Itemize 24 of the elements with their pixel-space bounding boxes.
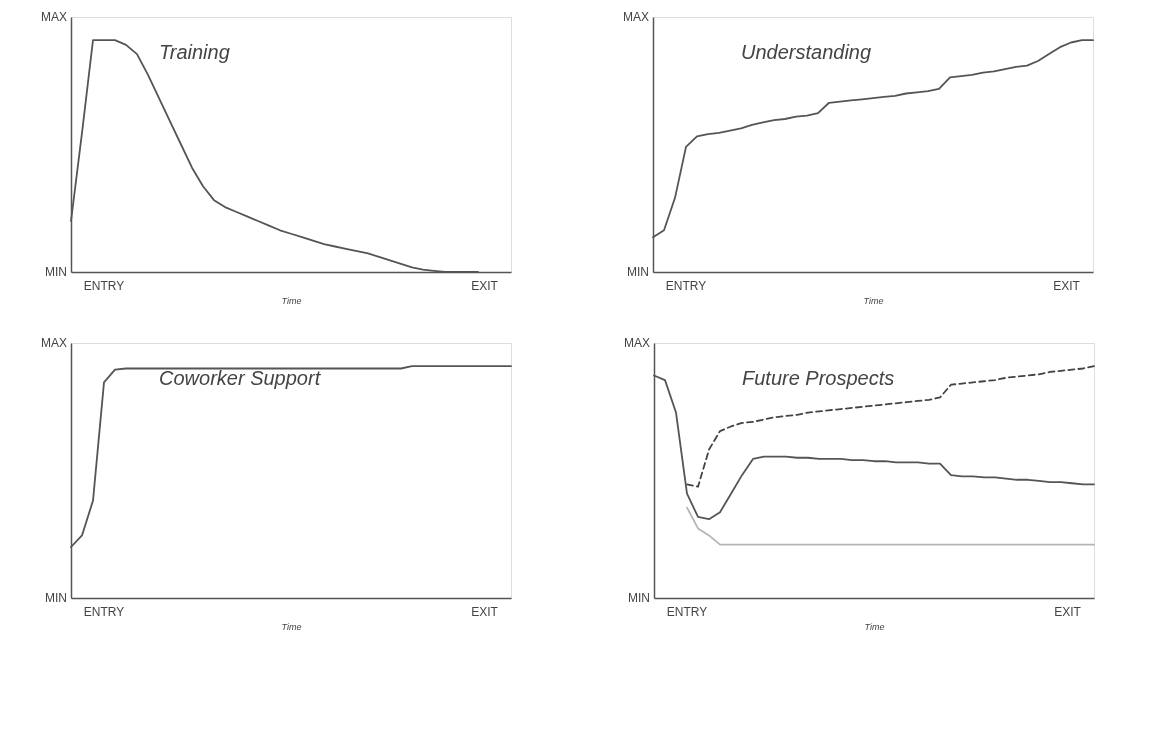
text: MIN: [45, 591, 67, 605]
text: MIN: [45, 265, 67, 279]
x-axis-title: Time: [281, 621, 302, 632]
chart-title: Coworker Support: [159, 366, 322, 389]
text: EXIT: [471, 279, 499, 293]
text: ENTRY: [666, 605, 708, 619]
text: EXIT: [471, 605, 499, 619]
x-axis-title: Time: [864, 621, 885, 632]
text: MAX: [622, 10, 649, 24]
text: ENTRY: [83, 605, 125, 619]
text: ENTRY: [665, 279, 707, 293]
text: MAX: [40, 10, 67, 24]
chart-title: Understanding: [741, 40, 872, 63]
chart-title: Training: [159, 40, 230, 63]
text: MIN: [627, 265, 649, 279]
text: MAX: [40, 336, 67, 350]
text: EXIT: [1053, 279, 1081, 293]
text: MAX: [623, 336, 650, 350]
x-axis-title: Time: [863, 295, 884, 306]
text: EXIT: [1054, 605, 1082, 619]
text: ENTRY: [83, 279, 125, 293]
x-axis-title: Time: [281, 295, 302, 306]
text: MIN: [628, 591, 650, 605]
chart-title: Future Prospects: [742, 366, 895, 389]
